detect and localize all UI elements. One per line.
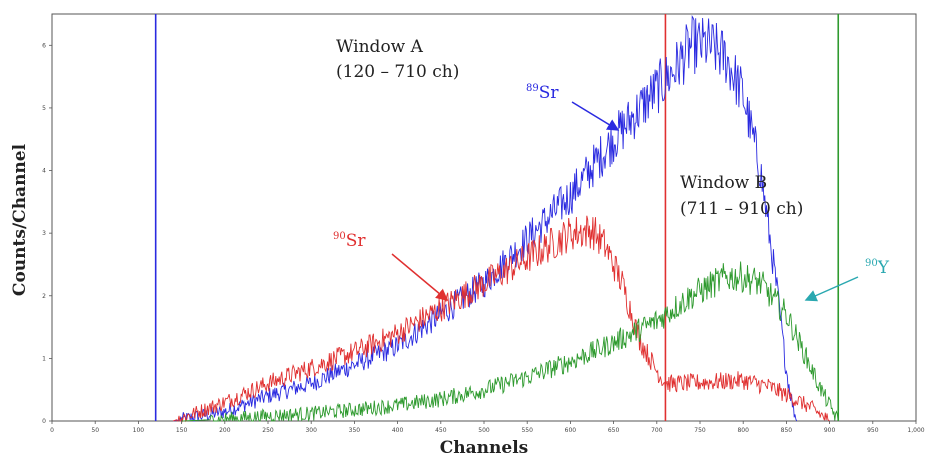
window-b-range: (711 – 910 ch) bbox=[680, 199, 803, 219]
x-tick-label: 400 bbox=[392, 427, 404, 434]
x-tick-label: 950 bbox=[867, 427, 879, 434]
series-89sr-line bbox=[172, 15, 798, 422]
y-axis-title: Counts/Channel bbox=[10, 143, 30, 296]
x-tick-label: 900 bbox=[824, 427, 836, 434]
x-tick-label: 500 bbox=[478, 427, 490, 434]
y-axis-ticks: 0 1 2 3 4 5 6 bbox=[42, 42, 52, 425]
x-tick-label: 1,000 bbox=[907, 427, 924, 434]
x-tick-label: 350 bbox=[349, 427, 361, 434]
window-a-range: (120 – 710 ch) bbox=[336, 62, 459, 82]
y-tick-label: 4 bbox=[42, 168, 46, 175]
sr89-label: 89Sr bbox=[526, 83, 559, 103]
window-b-label: Window B bbox=[680, 173, 767, 193]
y-tick-label: 3 bbox=[42, 230, 46, 237]
x-tick-label: 550 bbox=[521, 427, 533, 434]
x-tick-label: 450 bbox=[435, 427, 447, 434]
y90-arrow bbox=[804, 276, 859, 302]
x-tick-label: 50 bbox=[91, 427, 99, 434]
x-axis-ticks: 0 50 100 150 200 250 300 350 400 450 500 550 600 650 7… bbox=[50, 421, 925, 434]
series-layer bbox=[172, 15, 839, 423]
x-tick-label: 100 bbox=[133, 427, 145, 434]
sr90-mass: 90 bbox=[333, 231, 346, 242]
sr90-symbol: Sr bbox=[346, 231, 367, 251]
window-a-label: Window A bbox=[336, 37, 424, 57]
x-tick-label: 150 bbox=[176, 427, 188, 434]
y-tick-label: 2 bbox=[42, 293, 46, 300]
y90-label: 90Y bbox=[865, 258, 890, 278]
x-tick-label: 750 bbox=[694, 427, 706, 434]
x-tick-label: 250 bbox=[262, 427, 274, 434]
x-tick-label: 800 bbox=[737, 427, 749, 434]
y-tick-label: 5 bbox=[42, 105, 46, 112]
y-tick-label: 1 bbox=[42, 355, 46, 362]
series-90y-line bbox=[181, 261, 839, 423]
x-tick-label: 600 bbox=[565, 427, 577, 434]
sr90-label: 90Sr bbox=[333, 231, 366, 251]
x-tick-label: 0 bbox=[50, 427, 54, 434]
series-90sr-line bbox=[172, 215, 830, 423]
sr89-mass: 89 bbox=[526, 83, 539, 94]
y-tick-label: 0 bbox=[42, 418, 46, 425]
sr89-arrow bbox=[571, 101, 620, 131]
y90-mass: 90 bbox=[865, 258, 878, 269]
x-tick-label: 200 bbox=[219, 427, 231, 434]
y-tick-label: 6 bbox=[42, 42, 46, 49]
x-tick-label: 300 bbox=[305, 427, 317, 434]
sr90-arrow bbox=[391, 253, 449, 301]
x-tick-label: 700 bbox=[651, 427, 663, 434]
x-tick-label: 850 bbox=[781, 427, 793, 434]
y90-symbol: Y bbox=[877, 258, 890, 278]
x-tick-label: 650 bbox=[608, 427, 620, 434]
sr89-symbol: Sr bbox=[539, 83, 560, 103]
x-axis-title: Channels bbox=[440, 438, 528, 458]
